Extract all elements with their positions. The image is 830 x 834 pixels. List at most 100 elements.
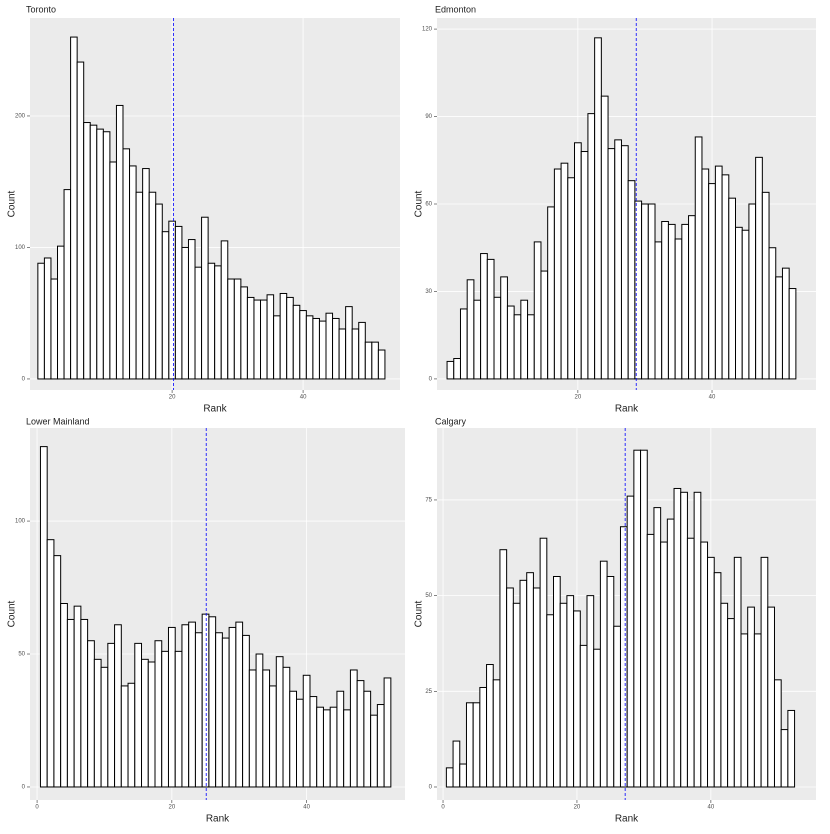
bar xyxy=(43,257,52,380)
bar xyxy=(154,640,163,788)
bar xyxy=(253,299,262,380)
bar xyxy=(553,168,562,380)
bar xyxy=(201,216,209,380)
bar xyxy=(80,618,89,788)
x-axis-label: Rank xyxy=(615,814,639,825)
bar xyxy=(273,315,281,380)
bar xyxy=(781,267,790,380)
bar xyxy=(539,537,548,788)
x-axis-label: Rank xyxy=(206,814,230,825)
bar xyxy=(215,632,223,788)
bar xyxy=(753,633,762,788)
bar xyxy=(309,696,318,788)
bar xyxy=(102,131,111,380)
bar xyxy=(322,709,331,788)
bar xyxy=(620,145,629,380)
bar xyxy=(255,653,264,788)
bar xyxy=(155,203,163,380)
bar xyxy=(486,664,494,788)
x-tick-label: 40 xyxy=(709,395,716,401)
bar xyxy=(187,239,196,380)
bar xyxy=(364,341,373,380)
x-axis-label: Rank xyxy=(615,404,639,415)
bar xyxy=(700,541,709,788)
bar xyxy=(376,704,385,788)
bar xyxy=(653,507,662,788)
y-axis-label: Count xyxy=(7,190,18,217)
y-axis-label: Count xyxy=(7,600,18,627)
bar xyxy=(349,669,358,788)
bar xyxy=(66,618,75,788)
bar xyxy=(788,288,797,380)
bar xyxy=(240,286,248,380)
bar xyxy=(761,191,770,380)
x-tick-label: 20 xyxy=(169,395,176,401)
bar xyxy=(607,148,616,380)
bar xyxy=(107,642,116,788)
bar xyxy=(661,220,669,380)
bar xyxy=(767,606,775,788)
bar xyxy=(358,321,366,380)
bar xyxy=(174,225,183,380)
bar xyxy=(181,246,189,380)
panel-title: Calgary xyxy=(435,416,467,426)
bar xyxy=(573,610,581,788)
bar xyxy=(129,165,137,380)
bar xyxy=(302,674,311,788)
bar xyxy=(70,36,78,380)
x-tick-label: 40 xyxy=(303,805,310,811)
bar xyxy=(286,296,294,380)
bar xyxy=(76,61,85,380)
bar xyxy=(519,579,528,788)
bar xyxy=(194,632,203,788)
bar xyxy=(492,679,501,788)
bar xyxy=(641,203,649,380)
bar xyxy=(168,220,176,380)
bar xyxy=(459,308,468,380)
bar xyxy=(167,626,176,788)
bar xyxy=(336,690,345,788)
bar xyxy=(127,682,136,788)
bar xyxy=(713,572,722,788)
bar xyxy=(312,317,320,380)
bar xyxy=(686,537,695,788)
bar xyxy=(594,37,602,380)
bar xyxy=(356,680,365,788)
bar xyxy=(235,621,244,788)
bar xyxy=(452,740,461,788)
bar xyxy=(599,560,608,788)
bar xyxy=(465,702,474,788)
bar xyxy=(553,575,561,788)
bar xyxy=(520,299,529,380)
bar xyxy=(122,148,131,380)
bar xyxy=(316,706,324,788)
bar xyxy=(512,602,521,788)
bar xyxy=(680,491,688,788)
bar xyxy=(614,139,622,380)
bar xyxy=(547,206,555,380)
bar xyxy=(646,533,655,788)
bar xyxy=(600,95,609,380)
bar xyxy=(760,556,769,788)
y-tick-label: 90 xyxy=(425,114,432,120)
bar xyxy=(755,156,763,380)
bar xyxy=(721,174,730,380)
bar xyxy=(248,669,257,788)
bar xyxy=(148,191,157,380)
x-tick-label: 0 xyxy=(35,805,39,811)
bar xyxy=(459,763,467,788)
bar xyxy=(473,299,482,380)
bar xyxy=(560,162,569,380)
bar xyxy=(246,296,255,380)
bar xyxy=(114,624,122,788)
bar xyxy=(147,661,156,788)
bar xyxy=(100,666,109,788)
bar xyxy=(735,226,743,380)
panel-title: Toronto xyxy=(26,4,56,14)
bar xyxy=(83,122,91,380)
bar xyxy=(708,183,716,380)
y-axis-label: Count xyxy=(414,600,425,627)
bar xyxy=(50,278,59,380)
bar xyxy=(559,602,568,788)
